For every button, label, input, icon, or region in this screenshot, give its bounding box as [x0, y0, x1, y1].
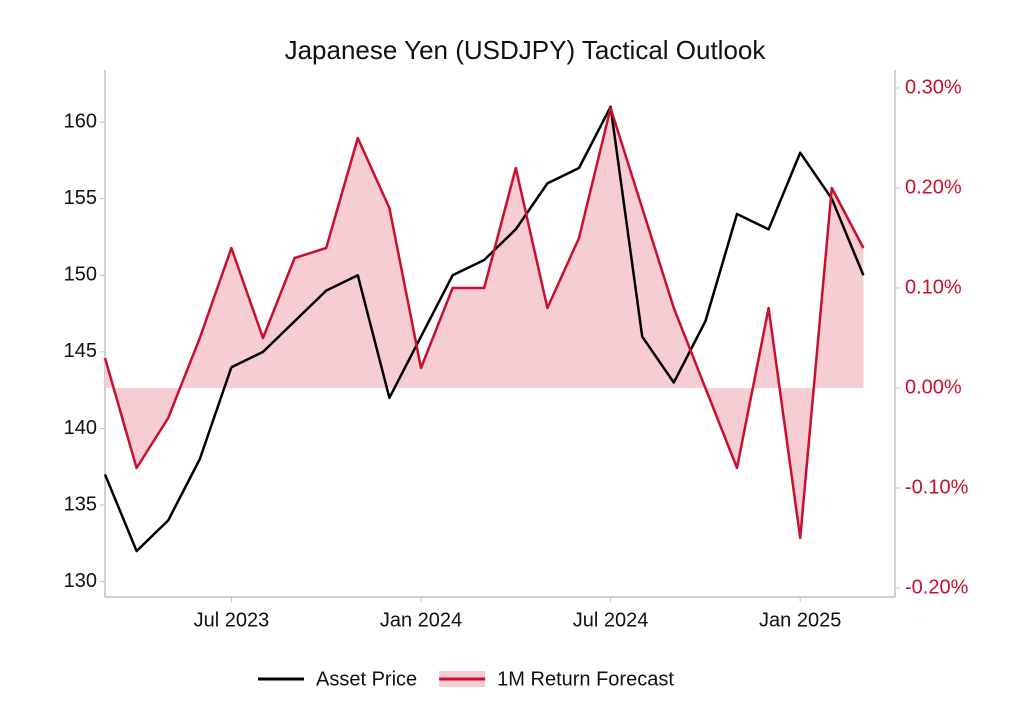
line [103, 106, 865, 540]
legend-label: Asset Price [316, 668, 417, 690]
x-tick-label: Jan 2024 [380, 609, 462, 631]
y2-tick-label: -0.20% [905, 576, 969, 598]
y-tick-label: 155 [64, 187, 97, 209]
y2-tick-label: 0.00% [905, 376, 962, 398]
y2-tick-label: 0.20% [905, 176, 962, 198]
x-tick-label: Jul 2023 [194, 609, 270, 631]
y2-tick-label: 0.10% [905, 276, 962, 298]
area [105, 108, 864, 538]
legend-label: 1M Return Forecast [497, 668, 674, 690]
x-tick-label: Jul 2024 [573, 609, 649, 631]
y2-tick-label: 0.30% [905, 76, 962, 98]
chart-title: Japanese Yen (USDJPY) Tactical Outlook [285, 35, 767, 65]
y2-tick-label: -0.10% [905, 476, 969, 498]
y-tick-label: 150 [64, 264, 97, 286]
y-tick-label: 135 [64, 493, 97, 515]
y-tick-label: 145 [64, 340, 97, 362]
y-tick-label: 160 [64, 110, 97, 132]
y-tick-label: 140 [64, 417, 97, 439]
y-tick-label: 130 [64, 570, 97, 592]
line [103, 105, 865, 553]
x-tick-label: Jan 2025 [759, 609, 841, 631]
